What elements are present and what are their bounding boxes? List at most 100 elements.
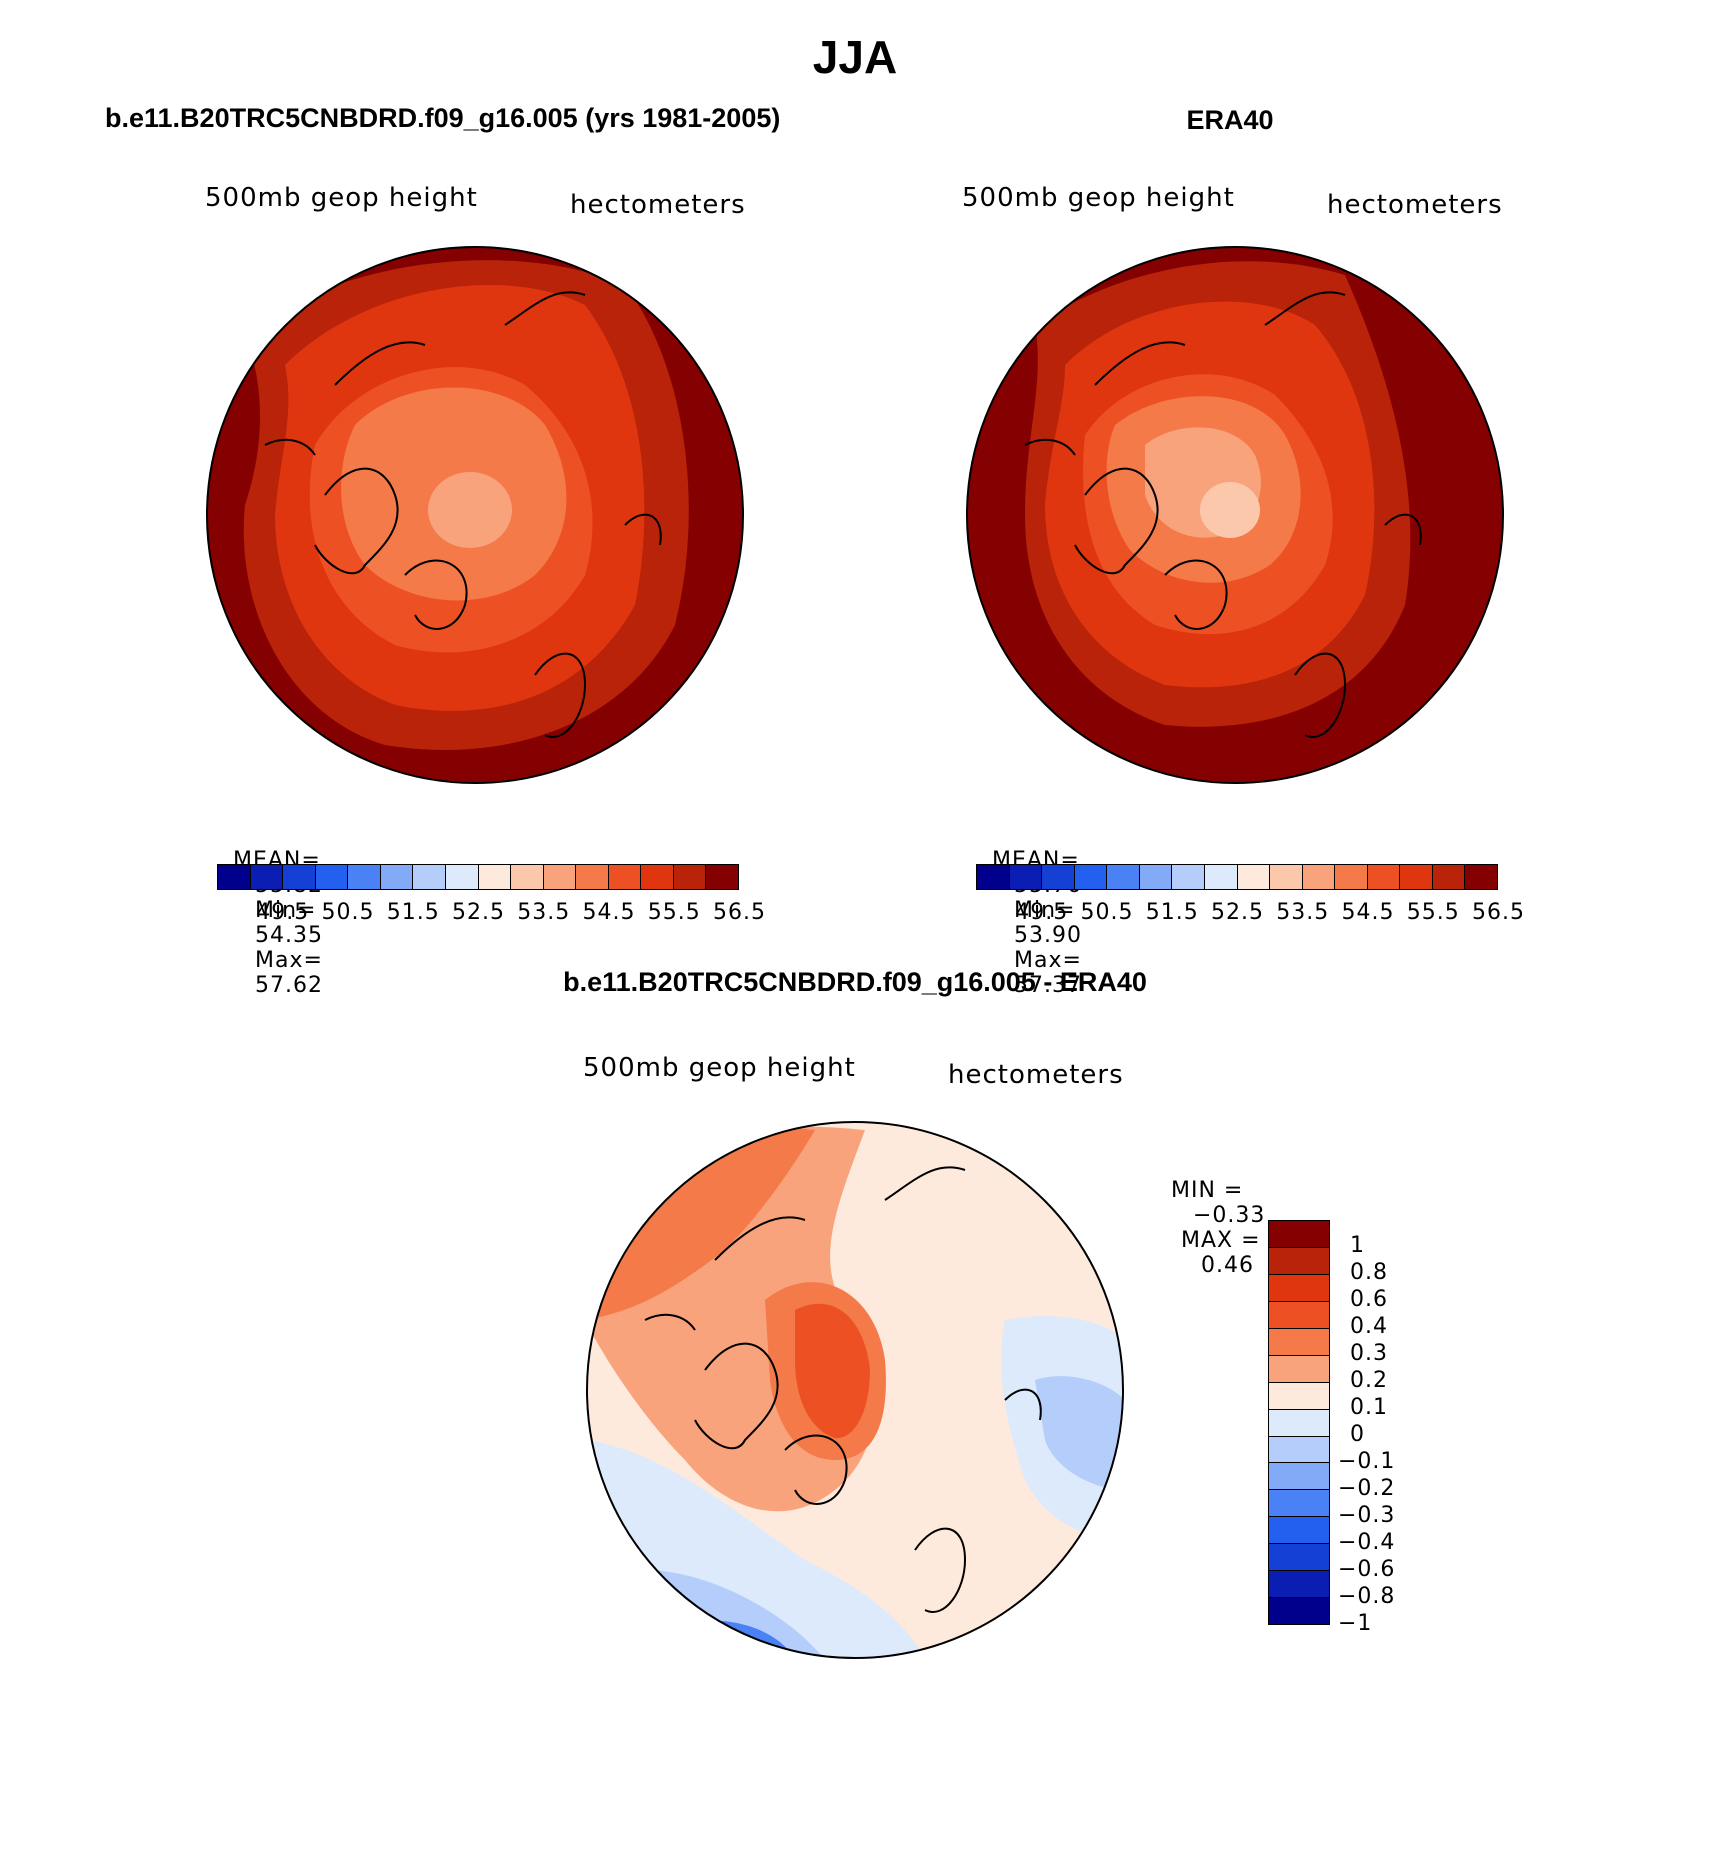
colorbar-tick-label: −1 bbox=[1338, 1611, 1373, 1636]
colorbar-tick-label: −0.4 bbox=[1338, 1530, 1396, 1555]
colorbar-tick-label: 53.5 bbox=[1276, 900, 1330, 925]
diff-colorbar bbox=[1268, 1220, 1330, 1625]
colorbar-tick-label: 50.5 bbox=[1080, 900, 1134, 925]
min-label: Min= bbox=[255, 898, 317, 923]
coastline bbox=[264, 291, 662, 738]
diff-variable-label: 500mb geop height bbox=[583, 1053, 856, 1083]
colorbar-tick-label: −0.8 bbox=[1338, 1584, 1396, 1609]
colorbar-swatch bbox=[1400, 865, 1433, 889]
min-value: 54.35 bbox=[255, 923, 323, 948]
colorbar-tick-label: 51.5 bbox=[386, 900, 440, 925]
colorbar-swatch bbox=[283, 865, 316, 889]
obs-variable-label: 500mb geop height bbox=[962, 183, 1235, 213]
colorbar-swatch bbox=[1367, 865, 1401, 889]
model-units-label: hectometers bbox=[570, 190, 746, 220]
colorbar-tick-label: −0.6 bbox=[1338, 1557, 1396, 1582]
obs-panel-title: ERA40 bbox=[1186, 105, 1274, 135]
colorbar-swatch bbox=[1465, 865, 1497, 889]
colorbar-swatch bbox=[1270, 865, 1303, 889]
model-stats: MEAN= 55.82 Min= 54.35 Max= 57.62 bbox=[217, 823, 323, 998]
colorbar-swatch bbox=[706, 865, 738, 889]
colorbar-swatch bbox=[1172, 865, 1205, 889]
colorbar-swatch bbox=[1009, 865, 1043, 889]
max-label: Max= bbox=[1014, 948, 1082, 973]
map-border bbox=[206, 246, 744, 784]
colorbar-swatch bbox=[1269, 1328, 1329, 1356]
colorbar-swatch bbox=[977, 865, 1010, 889]
colorbar-swatch bbox=[576, 865, 609, 889]
coastline bbox=[1024, 291, 1422, 738]
colorbar-tick-label: 55.5 bbox=[647, 900, 701, 925]
colorbar-swatch bbox=[608, 865, 642, 889]
main-title: JJA bbox=[812, 31, 898, 83]
colorbar-swatch bbox=[445, 865, 479, 889]
colorbar-tick-label: 0.8 bbox=[1350, 1260, 1388, 1285]
colorbar-swatch bbox=[1269, 1544, 1329, 1572]
diff-polar-map bbox=[586, 1121, 1124, 1659]
colorbar-tick-label: 49.5 bbox=[1015, 900, 1069, 925]
colorbar-swatch bbox=[1107, 865, 1140, 889]
model-colorbar-ticks: 49.5 50.5 51.5 52.5 53.5 54.5 55.5 56.5 bbox=[217, 900, 765, 930]
colorbar-tick-label: 56.5 bbox=[1472, 900, 1525, 925]
colorbar-tick-label: 0.2 bbox=[1350, 1368, 1388, 1393]
colorbar-tick-label: 50.5 bbox=[321, 900, 375, 925]
colorbar-swatch bbox=[413, 865, 446, 889]
obs-polar-map bbox=[966, 246, 1504, 784]
contour-band bbox=[795, 1303, 870, 1439]
coastline bbox=[644, 1166, 1042, 1613]
colorbar-swatch bbox=[641, 865, 674, 889]
model-panel-title: b.e11.B20TRC5CNBDRD.f09_g16.005 (yrs 198… bbox=[105, 103, 781, 133]
diff-stats: MIN = −0.33 MAX = 0.46 bbox=[1155, 1153, 1265, 1278]
colorbar-swatch bbox=[1269, 1463, 1329, 1491]
colorbar-tick-label: 56.5 bbox=[713, 900, 766, 925]
colorbar-tick-label: 0.3 bbox=[1350, 1341, 1388, 1366]
max-value: 57.37 bbox=[1014, 973, 1082, 998]
colorbar-tick-label: 0.1 bbox=[1350, 1395, 1388, 1420]
model-colorbar bbox=[217, 864, 739, 890]
map-border bbox=[586, 1121, 1124, 1659]
colorbar-swatch bbox=[1269, 1221, 1329, 1248]
colorbar-swatch bbox=[1237, 865, 1271, 889]
colorbar-swatch bbox=[315, 865, 349, 889]
min-value: −0.33 bbox=[1193, 1203, 1266, 1228]
colorbar-tick-label: 1 bbox=[1350, 1233, 1365, 1258]
obs-units-label: hectometers bbox=[1327, 190, 1503, 220]
contour-band bbox=[428, 472, 512, 548]
colorbar-swatch bbox=[1269, 1382, 1329, 1410]
diff-panel-title: b.e11.B20TRC5CNBDRD.f09_g16.005 - ERA40 bbox=[563, 967, 1147, 997]
colorbar-swatch bbox=[1269, 1274, 1329, 1302]
colorbar-tick-label: 0 bbox=[1350, 1422, 1365, 1447]
max-label: MAX = bbox=[1181, 1228, 1261, 1253]
colorbar-swatch bbox=[348, 865, 381, 889]
colorbar-swatch bbox=[1042, 865, 1075, 889]
obs-colorbar-ticks: 49.5 50.5 51.5 52.5 53.5 54.5 55.5 56.5 bbox=[976, 900, 1524, 930]
colorbar-tick-label: 51.5 bbox=[1145, 900, 1199, 925]
colorbar-swatch bbox=[380, 865, 414, 889]
colorbar-tick-label: 52.5 bbox=[452, 900, 505, 925]
colorbar-tick-label: 54.5 bbox=[1341, 900, 1395, 925]
colorbar-swatch bbox=[1139, 865, 1173, 889]
colorbar-swatch bbox=[218, 865, 251, 889]
contour-band bbox=[1035, 1376, 1123, 1490]
colorbar-swatch bbox=[1269, 1409, 1329, 1437]
colorbar-swatch bbox=[673, 865, 707, 889]
contour-band bbox=[1200, 482, 1260, 538]
colorbar-swatch bbox=[1074, 865, 1108, 889]
colorbar-swatch bbox=[543, 865, 577, 889]
diff-units-label: hectometers bbox=[948, 1060, 1124, 1090]
colorbar-swatch bbox=[1204, 865, 1238, 889]
colorbar-tick-label: 0.4 bbox=[1350, 1314, 1388, 1339]
colorbar-tick-label: −0.1 bbox=[1338, 1449, 1396, 1474]
colorbar-tick-label: 54.5 bbox=[582, 900, 636, 925]
model-polar-map bbox=[206, 246, 744, 784]
colorbar-swatch bbox=[1302, 865, 1336, 889]
colorbar-swatch bbox=[478, 865, 512, 889]
diff-colorbar-ticks: 1 0.8 0.6 0.4 0.3 0.2 0.1 0 −0.1 −0.2 −0.3 −0.4 −0.6… bbox=[1338, 1220, 1458, 1636]
max-value: 57.62 bbox=[255, 973, 323, 998]
min-label: Min= bbox=[1014, 898, 1076, 923]
min-value: 53.90 bbox=[1014, 923, 1082, 948]
colorbar-tick-label: 53.5 bbox=[517, 900, 571, 925]
colorbar-swatch bbox=[1432, 865, 1466, 889]
colorbar-tick-label: 55.5 bbox=[1406, 900, 1460, 925]
colorbar-swatch bbox=[1269, 1436, 1329, 1464]
